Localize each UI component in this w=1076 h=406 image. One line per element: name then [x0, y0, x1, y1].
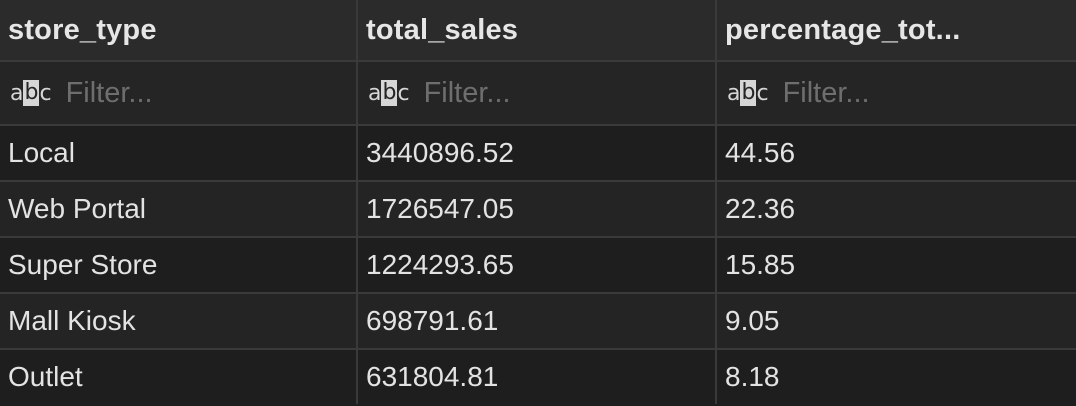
cell-store-type[interactable]: Local [0, 126, 358, 182]
cell-percentage-total[interactable]: 44.56 [717, 126, 1076, 182]
table-row[interactable]: Outlet 631804.81 8.18 [0, 350, 1076, 404]
icon-letter: c [39, 80, 52, 106]
icon-letter: b [23, 80, 40, 106]
cell-store-type[interactable]: Mall Kiosk [0, 294, 358, 350]
table-row[interactable]: Web Portal 1726547.05 22.36 [0, 182, 1076, 238]
cell-total-sales[interactable]: 631804.81 [358, 350, 717, 404]
cell-percentage-total[interactable]: 22.36 [717, 182, 1076, 238]
cell-percentage-total[interactable]: 15.85 [717, 238, 1076, 294]
total-sales-filter-input[interactable] [423, 76, 684, 110]
cell-total-sales[interactable]: 3440896.52 [358, 126, 717, 182]
icon-letter: a [10, 80, 24, 106]
column-header-row: store_type total_sales percentage_tot... [0, 0, 1076, 62]
icon-letter: a [368, 80, 382, 106]
icon-letter: b [381, 80, 398, 106]
cell-total-sales[interactable]: 698791.61 [358, 294, 717, 350]
icon-letter: c [756, 80, 769, 106]
cell-percentage-total[interactable]: 8.18 [717, 350, 1076, 404]
cell-total-sales[interactable]: 1224293.65 [358, 238, 717, 294]
percentage-total-filter-input[interactable] [782, 76, 1043, 110]
icon-letter: a [727, 80, 741, 106]
filter-row: abc abc abc [0, 62, 1076, 126]
cell-store-type[interactable]: Outlet [0, 350, 358, 404]
column-header-store-type[interactable]: store_type [0, 0, 358, 62]
cell-store-type[interactable]: Super Store [0, 238, 358, 294]
cell-total-sales[interactable]: 1726547.05 [358, 182, 717, 238]
icon-letter: c [397, 80, 410, 106]
column-header-percentage-total[interactable]: percentage_tot... [717, 0, 1076, 62]
store-type-filter-input[interactable] [65, 76, 326, 110]
table-row[interactable]: Super Store 1224293.65 15.85 [0, 238, 1076, 294]
table-row[interactable]: Mall Kiosk 698791.61 9.05 [0, 294, 1076, 350]
table-row[interactable]: Local 3440896.52 44.56 [0, 126, 1076, 182]
cell-percentage-total[interactable]: 9.05 [717, 294, 1076, 350]
icon-letter: b [740, 80, 757, 106]
cell-store-type[interactable]: Web Portal [0, 182, 358, 238]
column-header-total-sales[interactable]: total_sales [358, 0, 717, 62]
